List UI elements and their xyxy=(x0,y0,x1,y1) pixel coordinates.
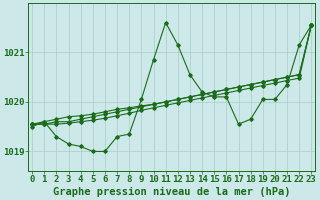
X-axis label: Graphe pression niveau de la mer (hPa): Graphe pression niveau de la mer (hPa) xyxy=(53,187,291,197)
